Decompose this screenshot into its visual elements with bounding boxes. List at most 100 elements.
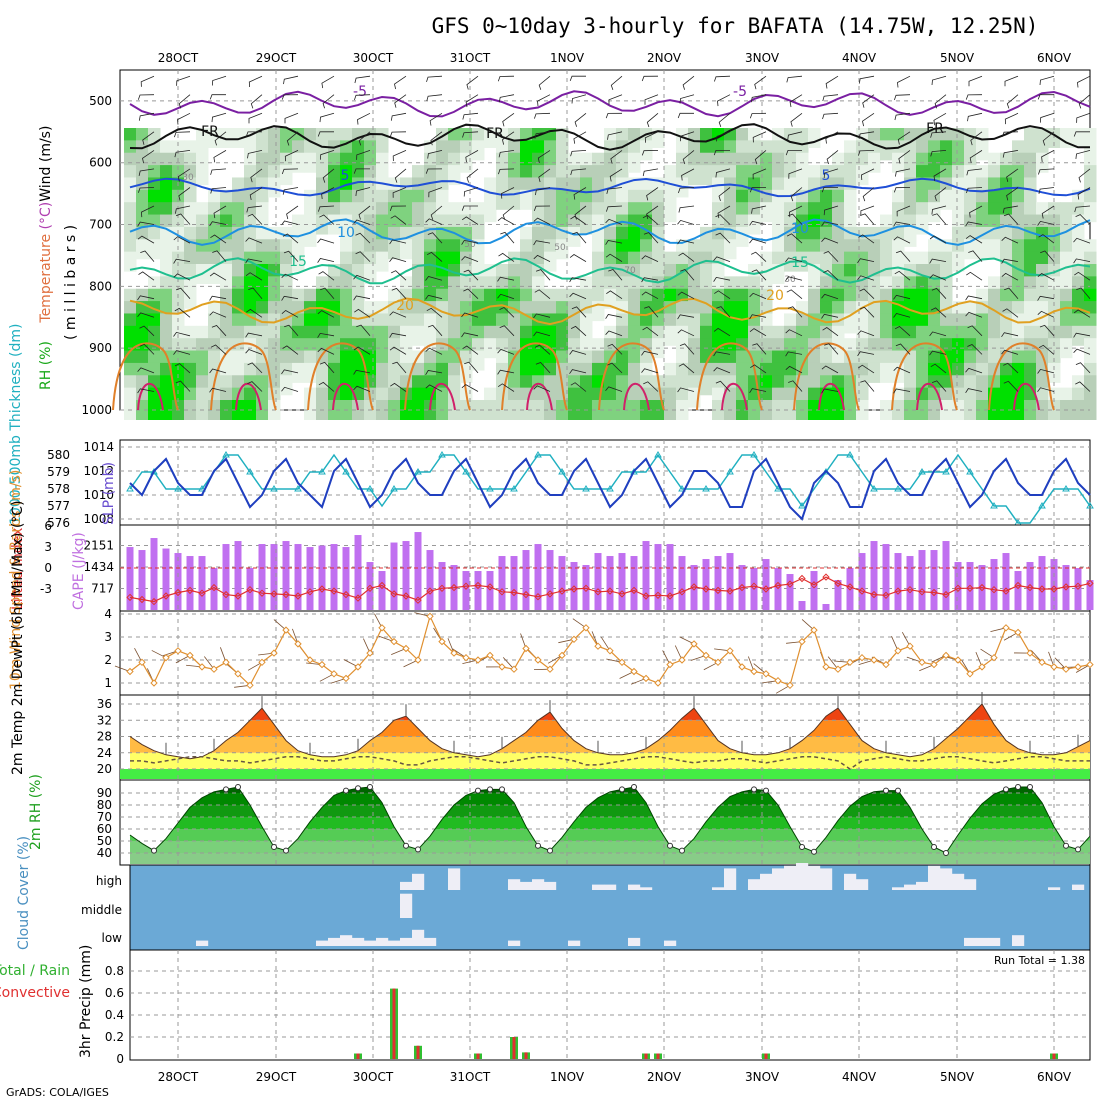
rh-tick: 40 <box>97 846 112 860</box>
wind-barb <box>322 168 335 183</box>
temp2m-ylabel: 2m Temp 2m DewPt (6hr Min/Max) (°C) <box>10 500 26 775</box>
rh-shade-cell <box>844 313 857 334</box>
wind-barb <box>283 250 299 262</box>
wind-barb <box>1038 344 1055 355</box>
rh-shade-cell <box>1024 400 1037 420</box>
cape-bar <box>426 550 434 610</box>
wind-barb <box>859 306 875 318</box>
wind-barb <box>250 94 263 109</box>
wind-barb <box>321 75 335 89</box>
wind-barb <box>173 258 191 264</box>
wind-barb <box>749 292 767 300</box>
thickness-point <box>894 485 902 492</box>
wind-barb <box>282 187 299 195</box>
wind-barb <box>464 361 479 374</box>
isotherm-25 <box>988 342 1055 411</box>
cape-bar <box>894 553 902 610</box>
wind-barb <box>466 168 479 183</box>
cloud-panel: high middle low Cloud Cover (%) <box>16 836 1091 951</box>
cape-bar <box>786 574 794 610</box>
cape-bar <box>870 541 878 610</box>
wind-barb <box>893 313 911 318</box>
wind-barb <box>609 168 623 182</box>
wind-speed-point <box>714 658 722 667</box>
wind-barb <box>965 295 983 301</box>
wind-barb <box>502 205 515 220</box>
cape-tick: 1434 <box>83 560 114 574</box>
wind-barb <box>859 288 875 299</box>
wind-barb <box>247 362 263 374</box>
wind-barb <box>209 387 227 393</box>
wind-barb <box>1001 258 1019 264</box>
wind-barb <box>932 213 947 225</box>
wind-speed-point <box>282 626 290 634</box>
rh-point <box>895 787 901 794</box>
cloud-high-bar <box>784 865 797 890</box>
precip-convective-bar <box>476 1053 480 1059</box>
cape-bar <box>366 562 374 610</box>
wind-barb <box>897 131 911 145</box>
wind-barb <box>1038 234 1055 244</box>
wind-barb <box>425 168 443 174</box>
wind-barb <box>682 150 695 165</box>
rh-point <box>679 847 685 854</box>
rh-point <box>223 786 229 793</box>
wind-barb <box>1004 112 1019 125</box>
wind-barb-10m <box>827 656 839 670</box>
isotherm-line <box>129 177 1091 198</box>
isotherm-25 <box>501 342 568 411</box>
isotherm-30 <box>1013 382 1040 411</box>
wind-speed-point <box>738 663 746 671</box>
cape-bar <box>822 604 830 610</box>
cloud-high-bar <box>904 884 917 890</box>
wind-barb <box>929 235 947 244</box>
wind-barb <box>678 252 695 262</box>
wind-speed-point <box>126 667 134 676</box>
cloud-high-bar <box>1072 884 1085 890</box>
wind-barb <box>137 235 155 244</box>
bottom-date-label: 5NOV <box>940 1070 975 1084</box>
wind-barb <box>461 312 479 318</box>
cape-ylabel: CAPE (J/kg) <box>71 532 87 610</box>
thickness-ylabel: 1000-500mb Thickness (dm) <box>8 324 24 525</box>
wind-barb <box>389 311 407 318</box>
wind-speed-point <box>366 649 374 657</box>
wind-speed-point <box>1050 663 1058 671</box>
wind-barb <box>357 112 371 125</box>
li-point <box>522 590 530 599</box>
wind-barb <box>214 131 227 146</box>
cape-bar <box>162 548 170 610</box>
wind-tick: 2 <box>104 653 112 667</box>
thickness-point <box>582 485 590 492</box>
wind-barb <box>752 343 767 355</box>
cape-bar <box>222 544 230 610</box>
wind-speed-point <box>1014 628 1022 637</box>
cloud-ylabel: Cloud Cover (%) <box>16 836 32 950</box>
wind-speed-point <box>930 660 938 669</box>
wind-barb-10m <box>502 657 515 670</box>
temp-tick: 28 <box>97 730 112 744</box>
wind-barb <box>317 131 334 137</box>
wind-barb <box>1006 168 1019 182</box>
wind-barb <box>281 168 299 175</box>
li-point <box>222 590 230 599</box>
wind-speed-point <box>846 658 854 667</box>
li-point <box>750 582 758 590</box>
li-point <box>342 590 350 599</box>
wind-tick: 3 <box>104 630 112 644</box>
cloud-high-bar <box>640 887 653 890</box>
cape-tick: 717 <box>91 582 114 596</box>
li-point <box>582 584 590 593</box>
cape-bar <box>438 562 446 610</box>
cloud-high-bar <box>772 868 785 890</box>
wind-barb <box>896 205 911 217</box>
li-point <box>906 585 914 594</box>
rh-point <box>415 846 421 853</box>
thickness-point <box>390 485 398 492</box>
isotherm-line <box>129 123 1091 151</box>
wind-barb <box>860 380 875 392</box>
contour-label: 30 <box>784 275 796 285</box>
wind-barb <box>137 295 155 301</box>
rh-point <box>667 842 673 849</box>
